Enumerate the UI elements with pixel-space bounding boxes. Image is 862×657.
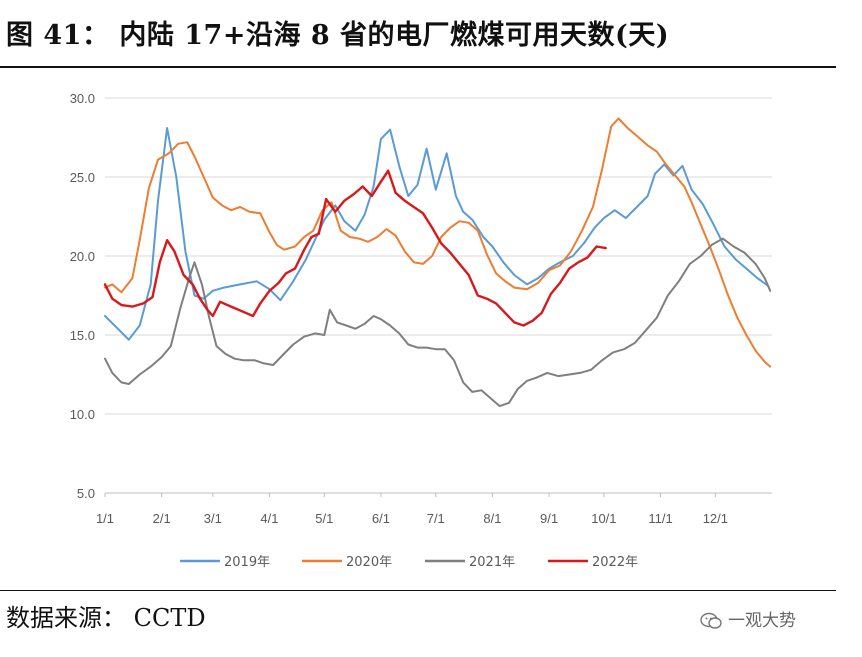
- series-line-2021: [104, 237, 772, 408]
- y-tick-label: 15.0: [70, 328, 95, 343]
- y-tick-label: 10.0: [70, 407, 95, 422]
- x-tick-label: 1/1: [96, 511, 114, 526]
- y-tick-label: 30.0: [70, 91, 95, 106]
- x-tick-label: 5/1: [315, 511, 333, 526]
- legend-label: 2022年: [592, 555, 638, 570]
- series-line-2022: [103, 169, 607, 327]
- y-tick-label: 25.0: [70, 170, 95, 185]
- line-chart: 5.0 10.0 15.0 20.0 25.0 30.0 1/1 2/1 3/1 4/1 5/1 6/…: [70, 91, 772, 570]
- x-tick-label: 2/1: [153, 511, 171, 526]
- wechat-icon: [700, 612, 722, 629]
- watermark-label: 一观大势: [728, 611, 796, 631]
- x-tick-label: 6/1: [372, 511, 390, 526]
- series-layer: [103, 117, 772, 408]
- legend-label: 2021年: [469, 555, 515, 570]
- x-tick-label: 12/1: [703, 511, 728, 526]
- axis-layer: 5.0 10.0 15.0 20.0 25.0 30.0 1/1 2/1 3/1 4/1 5/1 6/…: [70, 91, 772, 526]
- footer-rule: [0, 590, 836, 591]
- watermark: 一观大势: [700, 606, 796, 636]
- y-tick-label: 20.0: [70, 249, 95, 264]
- source-note: 数据来源： CCTD: [6, 604, 206, 632]
- x-tick-label: 11/1: [648, 511, 672, 526]
- series-line-2019: [104, 127, 770, 341]
- x-tick-label: 9/1: [540, 511, 558, 526]
- series-line-2020: [104, 117, 772, 368]
- legend-label: 2020年: [346, 555, 392, 570]
- x-tick-label: 3/1: [204, 511, 222, 526]
- legend: 2019年 2020年 2021年 2022年: [180, 555, 638, 570]
- legend-label: 2019年: [224, 555, 270, 570]
- page-title: 图 41： 内陆 17+沿海 8 省的电厂燃煤可用天数(天): [6, 20, 670, 51]
- title-rule: [0, 66, 836, 68]
- y-tick-label: 5.0: [77, 486, 95, 501]
- x-tick-label: 8/1: [483, 511, 501, 526]
- x-tick-label: 7/1: [427, 511, 445, 526]
- x-tick-label: 4/1: [260, 511, 278, 526]
- x-tick-label: 10/1: [591, 511, 616, 526]
